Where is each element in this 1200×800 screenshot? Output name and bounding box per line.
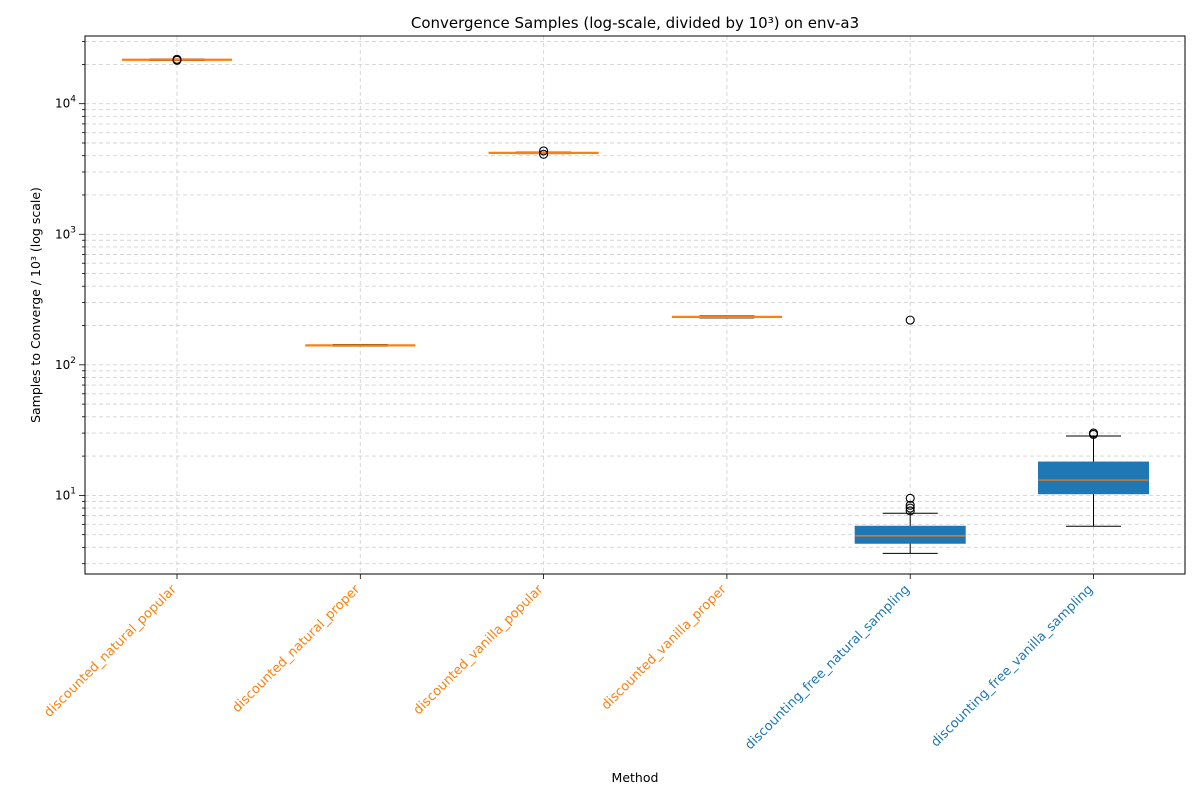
box-discounted_vanilla_proper [671,315,782,319]
box-discounting_free_natural_sampling [854,315,966,554]
outlier-point [539,146,549,156]
box-discounting_free_vanilla_sampling [1038,428,1149,527]
outlier-point [905,503,915,513]
box-discounted_vanilla_popular [488,146,599,159]
box-discounted_natural_popular [122,54,232,65]
outlier-point [905,493,915,503]
y-tick-label: 104 [55,95,76,111]
x-tick-label: discounting_free_vanilla_sampling [928,582,1096,750]
y-tick-label: 103 [55,225,76,241]
outlier-point [905,500,915,510]
x-tick-label: discounted_vanilla_popular [411,582,547,718]
outlier-point [1088,428,1099,438]
plot-area-frame [84,35,1186,575]
y-axis-ticks: 101 102 103 104 [55,41,85,565]
x-tick-label: discounting_free_natural_sampling [742,582,913,753]
y-tick-label: 102 [55,356,76,372]
y-axis-label: Samples to Converge / 10³ (log scale) [28,187,43,423]
box-iqr [1038,461,1149,495]
x-tick-label: discounted_natural_popular [41,582,180,721]
boxes-layer [122,54,1149,554]
grid-layer [85,36,1185,574]
x-tick-label: discounted_natural_proper [230,582,364,716]
x-tick-label: discounted_vanilla_proper [599,582,730,713]
chart-title: Convergence Samples (log-scale, divided … [411,14,859,32]
box-iqr [854,525,966,544]
y-tick-label: 101 [55,486,76,502]
outlier-point [172,54,182,64]
x-axis-label: Method [612,770,659,785]
x-axis-ticks: discounted_natural_popular discounted_nat… [41,574,1096,753]
outlier-point [905,506,915,516]
box-discounted_natural_proper [305,344,416,347]
outlier-point [539,149,549,159]
outlier-point [905,315,915,325]
